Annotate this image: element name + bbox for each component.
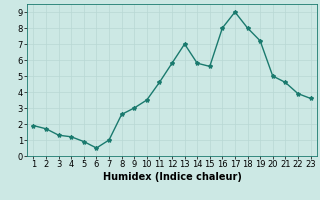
- X-axis label: Humidex (Indice chaleur): Humidex (Indice chaleur): [103, 172, 241, 182]
